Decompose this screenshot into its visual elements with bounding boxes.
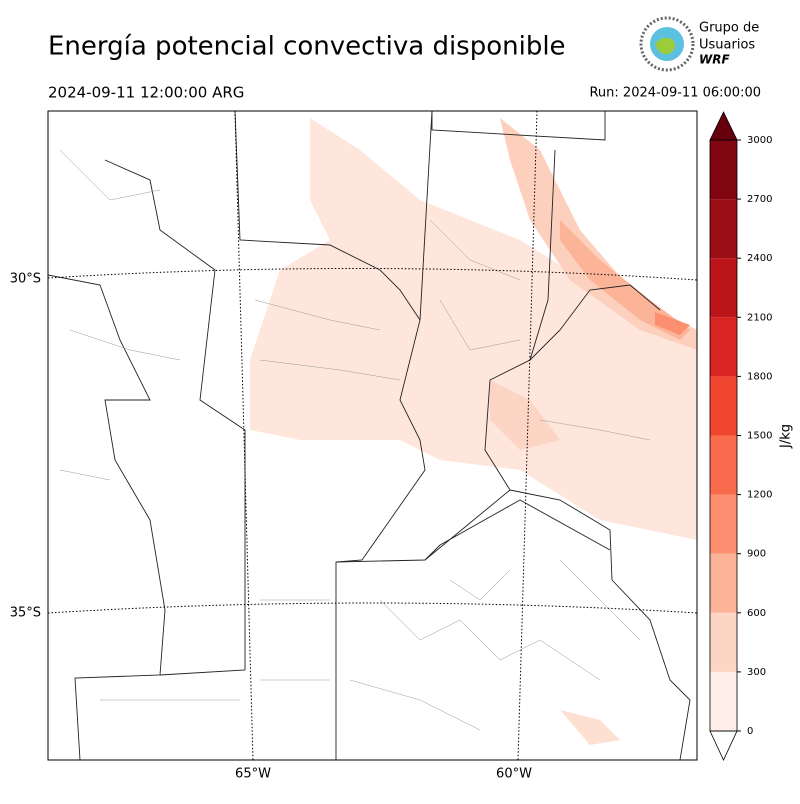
cape-shading <box>500 118 697 350</box>
colorbar-band <box>710 553 737 613</box>
lon-label: 65°W <box>235 767 271 782</box>
departments <box>59 149 651 731</box>
lat-label: 35°S <box>10 606 41 621</box>
logo-text: WRF <box>699 53 730 67</box>
colorbar-band <box>710 199 737 259</box>
colorbar-tick-label: 1200 <box>747 490 772 501</box>
logo-land <box>655 37 676 55</box>
borders <box>48 111 691 760</box>
colorbar-band <box>710 435 737 495</box>
graticule <box>48 111 697 760</box>
cape-shading <box>560 710 620 745</box>
colorbar-band <box>710 671 737 731</box>
cape-shading <box>250 118 697 540</box>
colorbar-tick-label: 600 <box>747 608 766 619</box>
colorbar-band <box>710 494 737 554</box>
cape-shading <box>490 380 560 450</box>
logo-text: Grupo de <box>699 21 759 36</box>
colorbar-tick-label: 3000 <box>747 135 772 146</box>
colorbar-tick-label: 2700 <box>747 194 772 205</box>
valid-time: 2024-09-11 12:00:00 ARG <box>48 84 244 102</box>
colorbar-tick-label: 300 <box>747 667 766 678</box>
colorbar-extend-max <box>709 111 738 141</box>
colorbar-tick-label: 1500 <box>747 431 772 442</box>
map: 30°S 35°S 65°W 60°W <box>10 110 698 782</box>
run-time: Run: 2024-09-11 06:00:00 <box>589 86 761 101</box>
colorbar-label: J/kg <box>779 424 794 449</box>
colorbar-tick-label: 2400 <box>747 253 772 264</box>
colorbar-tick-label: 1800 <box>747 371 772 382</box>
title: Energía potencial convectiva disponible <box>48 32 566 62</box>
colorbar-band <box>710 140 737 200</box>
map-frame <box>47 110 698 761</box>
colorbar-band <box>710 612 737 672</box>
logo-text: Usuarios <box>699 38 755 53</box>
colorbar-tick-label: 2100 <box>747 312 772 323</box>
colorbar-tick-label: 900 <box>747 549 766 560</box>
colorbar-tick-label: 0 <box>747 726 753 737</box>
colorbar-band <box>710 376 737 436</box>
cape-shading <box>560 220 690 340</box>
colorbar-band <box>710 317 737 377</box>
lon-label: 60°W <box>496 767 532 782</box>
colorbar-extend-min <box>709 730 738 761</box>
colorbar: J/kg 0 300 600 900 1200 1500 1800 2100 2400 2700 3… <box>709 111 794 761</box>
lat-label: 30°S <box>10 272 41 287</box>
cape-shading <box>655 312 690 335</box>
logo: Grupo de Usuarios WRF <box>639 16 759 72</box>
colorbar-band <box>710 258 737 318</box>
